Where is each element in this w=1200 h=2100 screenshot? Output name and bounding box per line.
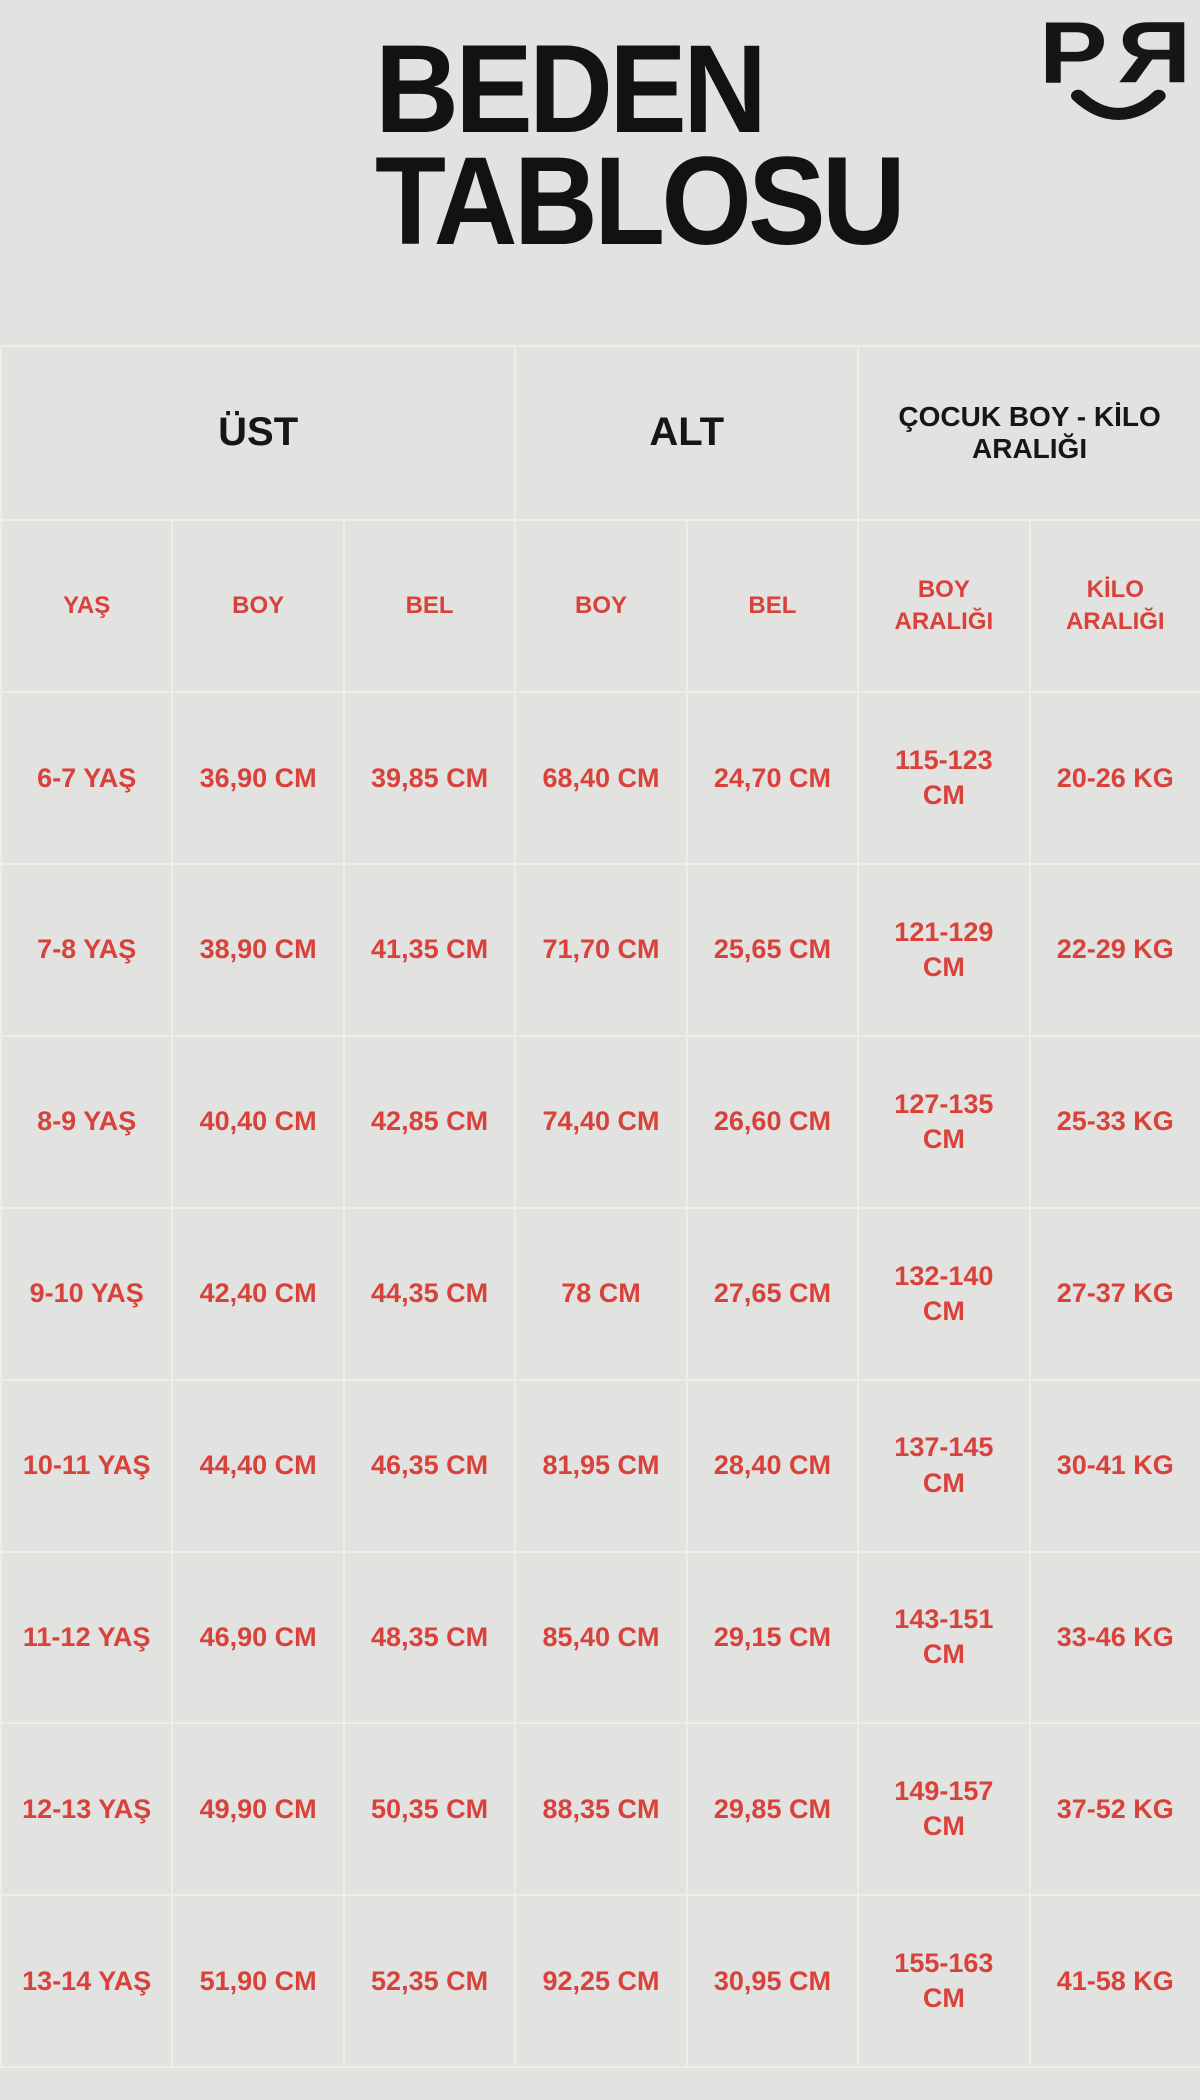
svg-text:R: R [1117, 4, 1191, 101]
svg-text:P: P [1039, 4, 1107, 101]
